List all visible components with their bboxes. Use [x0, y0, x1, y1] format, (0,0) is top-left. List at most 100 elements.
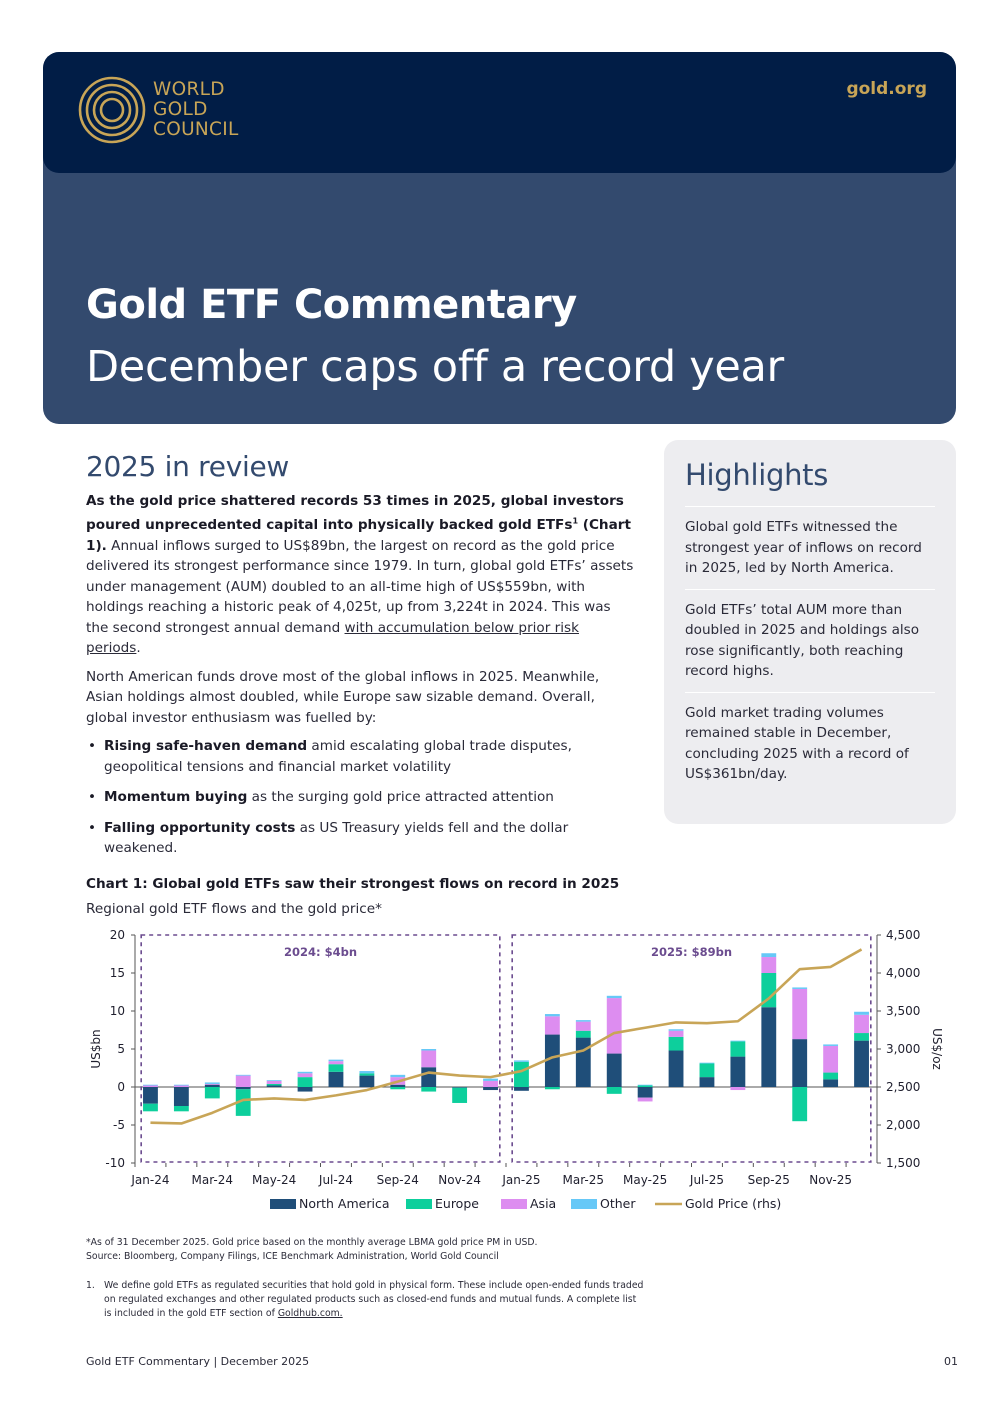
bar-europe: [143, 1103, 158, 1112]
y2-tick-label: 2,500: [886, 1080, 920, 1094]
bar-europe: [544, 1087, 560, 1090]
risk-periods-link[interactable]: with accumulation below prior risk perio…: [86, 619, 579, 657]
bar-other: [606, 995, 622, 999]
highlight-item: Gold ETFs’ total AUM more than doubled i…: [685, 588, 935, 692]
logo[interactable]: WORLD GOLD COUNCIL: [78, 76, 239, 144]
bar-other: [823, 1044, 839, 1046]
bar-north-america: [761, 1007, 777, 1087]
annotation-label-2025: 2025: $89bn: [651, 945, 732, 959]
hero-banner: WORLD GOLD COUNCIL gold.org Gold ETF Com…: [43, 52, 956, 424]
x-tick-label: May-24: [252, 1173, 296, 1187]
note-line: *As of 31 December 2025. Gold price base…: [86, 1237, 538, 1248]
bar-north-america: [235, 1087, 251, 1090]
goldhub-link[interactable]: Goldhub.com.: [277, 1308, 343, 1319]
footnote-text: We define gold ETFs as regulated securit…: [104, 1280, 644, 1319]
y-tick-label: 0: [117, 1080, 125, 1094]
bar-asia: [235, 1075, 251, 1087]
bar-asia: [328, 1061, 344, 1065]
bar-europe: [297, 1077, 313, 1087]
x-tick-label: Jan-25: [501, 1173, 540, 1187]
bar-asia: [606, 998, 622, 1054]
bar-north-america: [606, 1053, 622, 1087]
bar-asia: [575, 1021, 591, 1031]
bar-north-america: [143, 1087, 158, 1104]
top-bar: WORLD GOLD COUNCIL gold.org: [43, 52, 956, 173]
bar-other: [668, 1029, 684, 1031]
x-tick-label: Nov-25: [809, 1173, 852, 1187]
bar-north-america: [328, 1071, 344, 1087]
bar-other: [544, 1014, 560, 1017]
y2-tick-label: 3,000: [886, 1042, 920, 1056]
bar-europe: [359, 1073, 375, 1076]
bar-europe: [575, 1030, 591, 1038]
x-tick-label: Jul-25: [689, 1173, 724, 1187]
bar-asia: [173, 1085, 189, 1087]
bar-europe: [668, 1036, 684, 1051]
bar-north-america: [297, 1087, 313, 1092]
y2-tick-label: 1,500: [886, 1156, 920, 1170]
list-item: Momentum buying as the surging gold pric…: [86, 787, 634, 808]
bar-other: [359, 1071, 375, 1074]
bar-europe: [173, 1106, 189, 1112]
bar-europe: [699, 1063, 715, 1078]
annotation-box-2025: [511, 934, 872, 1163]
bar-other: [143, 1084, 158, 1086]
bar-europe: [792, 1087, 808, 1122]
bar-north-america: [483, 1087, 498, 1091]
bar-other: [637, 1084, 653, 1086]
x-tick-label: Nov-24: [438, 1173, 481, 1187]
gold-org-link[interactable]: gold.org: [846, 79, 927, 99]
bar-north-america: [575, 1037, 591, 1087]
bar-north-america: [823, 1079, 839, 1087]
bar-asia: [823, 1045, 839, 1073]
bar-north-america: [390, 1084, 406, 1087]
x-tick-label: Sep-25: [748, 1173, 790, 1187]
bar-other: [235, 1074, 251, 1076]
bar-asia: [668, 1030, 684, 1037]
logo-wordmark: WORLD GOLD COUNCIL: [153, 79, 239, 140]
y-tick-label: 15: [110, 966, 125, 980]
bar-europe: [390, 1087, 406, 1090]
y-tick-label: 20: [110, 928, 125, 942]
bar-other: [575, 1020, 591, 1022]
bar-north-america: [668, 1050, 684, 1087]
list-item: Rising safe-haven demand amid escalating…: [86, 736, 634, 777]
bar-north-america: [421, 1067, 437, 1087]
bar-asia: [544, 1016, 560, 1035]
highlights-heading: Highlights: [685, 458, 829, 492]
bar-other: [204, 1082, 220, 1084]
bar-other: [699, 1062, 715, 1064]
footnote-ref[interactable]: 1: [572, 516, 579, 526]
legend-label: Other: [600, 1196, 636, 1211]
bar-europe: [637, 1085, 653, 1087]
bar-asia: [637, 1097, 653, 1102]
bar-europe: [854, 1033, 869, 1041]
bar-other: [761, 953, 777, 958]
legend-label: Europe: [435, 1196, 479, 1211]
bar-other: [390, 1074, 406, 1078]
legend-label: Gold Price (rhs): [685, 1196, 781, 1211]
y2-tick-label: 4,500: [886, 928, 920, 942]
bar-asia: [761, 957, 777, 973]
bar-north-america: [452, 1087, 468, 1088]
bar-north-america: [544, 1034, 560, 1087]
bar-other: [483, 1078, 498, 1081]
bar-north-america: [514, 1087, 529, 1091]
legend-swatch: [406, 1199, 432, 1209]
page-number: 01: [944, 1355, 958, 1368]
bar-other: [173, 1084, 189, 1086]
bar-asia: [266, 1080, 282, 1084]
bar-europe: [421, 1087, 437, 1092]
bar-europe: [266, 1083, 282, 1086]
main-content: 2025 in review As the gold price shatter…: [86, 450, 634, 869]
bar-north-america: [266, 1085, 282, 1087]
bar-north-america: [730, 1056, 746, 1087]
y2-tick-label: 3,500: [886, 1004, 920, 1018]
driver-list: Rising safe-haven demand amid escalating…: [86, 736, 634, 859]
annotation-box-2024: [140, 934, 501, 1163]
bar-asia: [297, 1073, 313, 1078]
bar-europe: [761, 973, 777, 1008]
y2-tick-label: 2,000: [886, 1118, 920, 1132]
legend-label: North America: [299, 1196, 390, 1211]
bar-other: [514, 1060, 529, 1062]
